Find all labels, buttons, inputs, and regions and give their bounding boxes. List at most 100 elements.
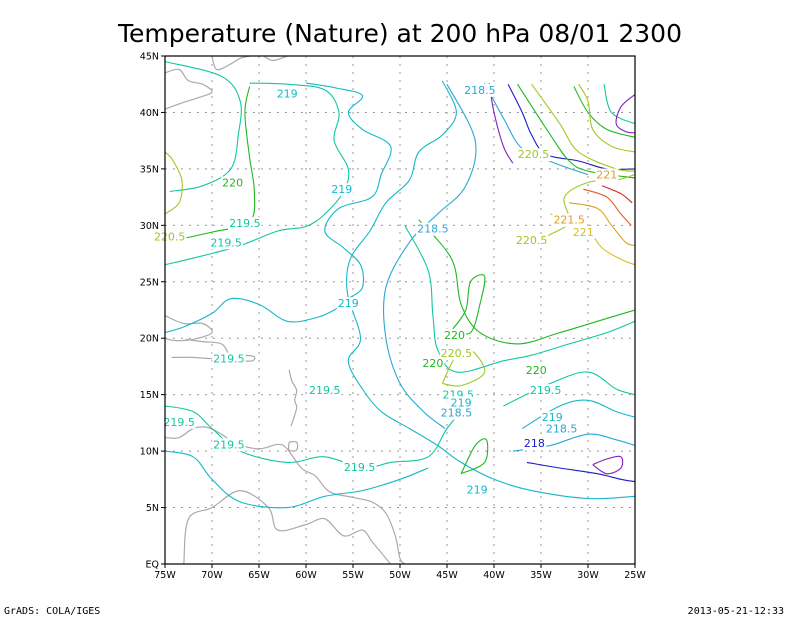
- footer-timestamp: 2013-05-21-12:33: [688, 606, 784, 617]
- contour-label: 220.5: [518, 148, 550, 161]
- contour-label-bg: [228, 217, 262, 231]
- coastline: [211, 56, 250, 71]
- contour-label-bg: [308, 384, 342, 398]
- contour-label-bg: [209, 236, 243, 250]
- contour-label: 219.5: [229, 217, 261, 230]
- contour-label: 219.5: [309, 384, 341, 397]
- contour-label: 221: [573, 226, 594, 239]
- contour-label-bg: [449, 396, 473, 410]
- contour-line: [601, 185, 633, 204]
- contour-label: 220: [526, 364, 547, 377]
- coastlines: [165, 56, 406, 564]
- contour-label-bg: [416, 222, 450, 236]
- contour-line: [526, 461, 635, 483]
- contour-line: [165, 450, 429, 509]
- contour-line: [165, 151, 183, 215]
- contour-line: [451, 274, 486, 335]
- contour-label: 220: [422, 357, 443, 370]
- contour-label: 218.5: [441, 407, 473, 420]
- contour-label-bg: [221, 176, 245, 190]
- lon-tick-label: 75W: [154, 570, 176, 581]
- contour-label-bg: [439, 406, 474, 420]
- coastline: [263, 56, 288, 62]
- lat-tick-label: 5N: [146, 503, 159, 514]
- contour-line: [165, 61, 242, 193]
- lat-tick-label: 40N: [140, 108, 159, 119]
- lon-tick-label: 35W: [530, 570, 552, 581]
- contour-line: [345, 80, 635, 500]
- lat-tick-label: 25N: [140, 277, 159, 288]
- contour-label: 219.5: [213, 438, 245, 451]
- contour-line: [592, 455, 624, 475]
- contour-label-bg: [516, 148, 551, 162]
- contour-label: 218.5: [417, 223, 449, 236]
- lon-tick-label: 40W: [483, 570, 505, 581]
- contour-line: [165, 82, 392, 334]
- contour-line: [531, 83, 635, 172]
- contour-label-bg: [212, 352, 246, 366]
- contour-line: [165, 86, 256, 243]
- contour-label: 219.5: [344, 461, 376, 474]
- lat-tick-label: 20N: [140, 334, 159, 345]
- contour-label: 219: [542, 411, 563, 424]
- coastline: [183, 489, 392, 564]
- lon-tick-label: 65W: [248, 570, 270, 581]
- contour-label: 219: [338, 297, 359, 310]
- contour-line: [583, 188, 632, 226]
- lat-tick-label: 10N: [140, 447, 159, 458]
- lon-tick-label: 45W: [436, 570, 458, 581]
- contour-label: 221: [596, 169, 617, 182]
- contour-label-bg: [439, 346, 474, 360]
- contour-line: [573, 86, 635, 138]
- coastline: [165, 426, 406, 564]
- lat-tick-label: 30N: [140, 221, 159, 232]
- contour-label: 221.5: [553, 214, 585, 227]
- contour-label-bg: [540, 411, 564, 425]
- lon-tick-label: 70W: [201, 570, 223, 581]
- contour-label-bg: [330, 183, 354, 197]
- contour-label: 219.5: [213, 353, 245, 366]
- contour-label-bg: [162, 415, 196, 429]
- contour-label-bg: [212, 438, 246, 452]
- contour-label: 219.5: [163, 416, 195, 429]
- coastline: [165, 68, 213, 110]
- coastline: [287, 440, 299, 452]
- contour-label-bg: [522, 437, 546, 451]
- lon-tick-label: 30W: [577, 570, 599, 581]
- contour-label-bg: [465, 483, 489, 497]
- lat-tick-label: EQ: [146, 560, 159, 571]
- contour-label-bg: [342, 460, 377, 474]
- contour-label: 218: [524, 437, 545, 450]
- coastline: [165, 315, 213, 342]
- contour-label: 218.5: [546, 423, 578, 436]
- contour-label-bg: [336, 297, 360, 311]
- contour-label-bg: [552, 213, 586, 227]
- contour-line: [569, 202, 635, 247]
- contour-label-bg: [524, 363, 548, 377]
- contour-label-bg: [571, 226, 595, 240]
- contour-label-bg: [421, 357, 445, 371]
- latitude-axis: EQ 5N 10N 15N 20N 25N 30N 35N 40N 45N: [140, 52, 165, 571]
- contour-label-bg: [152, 230, 187, 244]
- lon-tick-label: 25W: [624, 570, 646, 581]
- contour-label: 219: [451, 397, 472, 410]
- lat-tick-label: 15N: [140, 390, 159, 401]
- contour-line: [418, 219, 635, 345]
- contour-label-bg: [595, 168, 619, 182]
- contour-label: 220: [222, 176, 243, 189]
- contour-line: [404, 225, 635, 373]
- lat-tick-label: 45N: [140, 52, 159, 63]
- contour-line: [382, 83, 477, 429]
- contour-label: 219: [331, 183, 352, 196]
- contour-line: [578, 83, 635, 153]
- contour-line: [165, 405, 467, 469]
- contour-line: [603, 84, 635, 125]
- contour-label-bg: [528, 384, 563, 398]
- contour-label-bg: [463, 83, 497, 97]
- lon-tick-label: 50W: [389, 570, 411, 581]
- contour-label: 219.5: [210, 236, 242, 249]
- contour-label-bg: [275, 87, 299, 101]
- contour-line: [615, 93, 635, 134]
